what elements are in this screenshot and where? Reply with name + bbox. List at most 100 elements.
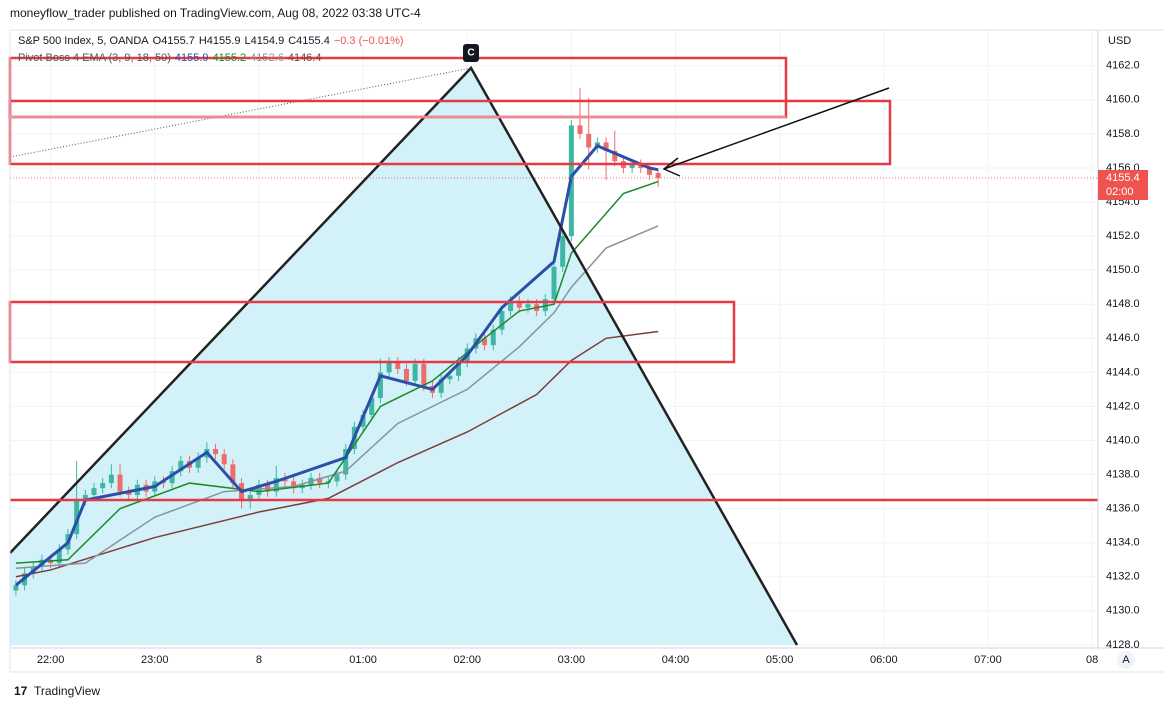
footer-brand: TradingView xyxy=(34,684,100,698)
arrow-line xyxy=(663,87,890,170)
y-tick-label: 4136.0 xyxy=(1106,503,1140,515)
candle-body xyxy=(273,477,279,492)
candle-body xyxy=(482,338,488,346)
candle-body xyxy=(456,362,462,376)
candle-body xyxy=(256,484,262,495)
y-tick-label: 4128.0 xyxy=(1106,639,1140,651)
pattern-point-badge xyxy=(463,44,479,62)
candle-body xyxy=(638,164,644,168)
candle-body xyxy=(117,474,123,492)
x-tick-label: 01:00 xyxy=(349,654,377,666)
candle-body xyxy=(438,379,444,393)
x-tick-label: 08 xyxy=(1086,654,1098,666)
indicator-name: Pivot Boss 4 EMA (3, 9, 18, 50) xyxy=(18,52,171,64)
candle-body xyxy=(334,474,340,482)
legend-ohlc: C4155.4 xyxy=(288,35,330,47)
y-tick-label: 4144.0 xyxy=(1106,366,1140,378)
price-tag-value: 4155.4 xyxy=(1106,172,1140,184)
x-tick-label: 07:00 xyxy=(974,654,1002,666)
auto-scale-label[interactable]: A xyxy=(1122,654,1130,666)
candle-body xyxy=(221,454,227,465)
ema-line xyxy=(15,225,659,569)
y-tick-label: 4162.0 xyxy=(1106,60,1140,72)
candle-body xyxy=(91,488,97,495)
indicator-value: 4155.9 xyxy=(175,52,209,64)
candle-body xyxy=(603,142,609,151)
ema-line xyxy=(14,144,659,587)
candle-body xyxy=(369,397,375,415)
candle-body xyxy=(360,414,366,427)
candle-body xyxy=(13,585,19,591)
candle-body xyxy=(412,363,418,381)
candle-body xyxy=(586,133,592,148)
price-tag xyxy=(1098,170,1148,200)
dotted-trend-line xyxy=(9,67,472,158)
candle-body xyxy=(403,368,409,381)
candle-body xyxy=(230,464,236,484)
indicator-value: 4152.6 xyxy=(250,52,284,64)
candle-body xyxy=(100,483,106,489)
x-tick-label: 05:00 xyxy=(766,654,794,666)
legend-ohlc: L4154.9 xyxy=(244,35,284,47)
ema-lines xyxy=(14,144,659,587)
y-tick-label: 4134.0 xyxy=(1106,537,1140,549)
ema-line xyxy=(15,330,659,578)
candle-body xyxy=(499,311,505,330)
currency-label: USD xyxy=(1108,35,1131,47)
candle-body xyxy=(655,173,661,179)
candle-body xyxy=(646,167,652,175)
x-tick-label: 03:00 xyxy=(558,654,586,666)
candle-body xyxy=(56,549,62,564)
candle-body xyxy=(126,491,132,495)
legend-indicator: Pivot Boss 4 EMA (3, 9, 18, 50) 4155.9 415… xyxy=(18,52,321,64)
candle-body xyxy=(74,500,80,535)
y-tick-label: 4132.0 xyxy=(1106,571,1140,583)
ema-line xyxy=(15,180,659,564)
pattern-point-label: C xyxy=(467,48,474,59)
candle-body xyxy=(291,481,297,489)
legend-ohlc: O4155.7 xyxy=(153,35,195,47)
candle-body xyxy=(395,362,401,369)
candle-body xyxy=(178,460,184,472)
legend-ohlc: H4155.9 xyxy=(199,35,241,47)
x-tick-label: 02:00 xyxy=(453,654,481,666)
y-tick-label: 4138.0 xyxy=(1106,468,1140,480)
candle-body xyxy=(195,457,201,468)
candle-body xyxy=(82,495,88,501)
candle-body xyxy=(490,329,496,346)
candle-body xyxy=(525,304,531,308)
legend-change: −0.3 (−0.01%) xyxy=(334,35,404,47)
y-tick-label: 4142.0 xyxy=(1106,400,1140,412)
triangle-pattern xyxy=(9,65,799,646)
x-tick-label: 04:00 xyxy=(662,654,690,666)
indicator-value: 4155.2 xyxy=(213,52,247,64)
legend-symbol: S&P 500 Index, 5, OANDA O4155.7 H4155.9 L41… xyxy=(18,35,404,47)
candle-body xyxy=(551,266,557,300)
y-tick-label: 4152.0 xyxy=(1106,230,1140,242)
candle-body xyxy=(612,150,618,162)
candle-body xyxy=(317,477,323,484)
y-tick-label: 4140.0 xyxy=(1106,434,1140,446)
y-tick-label: 4160.0 xyxy=(1106,94,1140,106)
candle-body xyxy=(508,300,514,312)
candle-body xyxy=(516,300,522,308)
candle-body xyxy=(542,299,548,312)
candle-body xyxy=(213,449,219,455)
publisher-line: moneyflow_trader published on TradingVie… xyxy=(10,6,421,20)
price-tag-countdown: 02:00 xyxy=(1106,186,1134,198)
x-tick-label: 8 xyxy=(256,654,262,666)
candle-body xyxy=(386,362,392,373)
candle-body xyxy=(108,474,114,484)
arrow-head xyxy=(662,157,681,177)
candle-body xyxy=(577,125,583,134)
candle-body xyxy=(377,372,383,398)
legend-symbol-name: S&P 500 Index, 5, OANDA xyxy=(18,35,149,47)
y-tick-label: 4150.0 xyxy=(1106,264,1140,276)
candle-body xyxy=(560,236,566,267)
candle-body xyxy=(247,495,253,501)
auto-scale-button[interactable] xyxy=(1117,651,1135,669)
indicator-value: 4146.4 xyxy=(288,52,322,64)
x-tick-label: 22:00 xyxy=(37,654,65,666)
candle-body xyxy=(447,375,453,380)
x-tick-label: 23:00 xyxy=(141,654,169,666)
